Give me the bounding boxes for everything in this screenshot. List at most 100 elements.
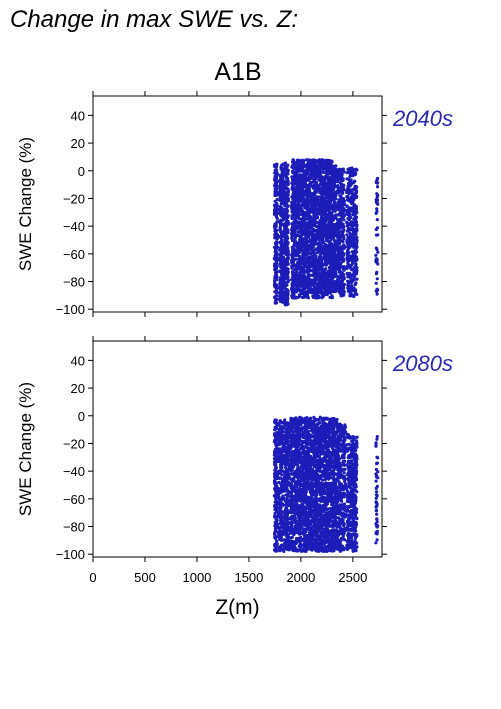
data-point	[319, 264, 323, 268]
data-point	[283, 281, 287, 286]
data-point	[291, 202, 295, 206]
data-point	[283, 499, 287, 503]
data-point	[296, 202, 300, 206]
data-point	[307, 191, 311, 195]
data-point	[345, 265, 349, 269]
data-point	[352, 203, 357, 207]
data-point	[284, 238, 288, 242]
data-point	[353, 282, 357, 287]
data-point	[348, 179, 352, 183]
data-point	[303, 225, 307, 230]
data-point	[352, 179, 357, 183]
data-point	[290, 252, 294, 256]
data-point	[374, 272, 378, 276]
data-point	[283, 456, 287, 460]
data-point	[278, 487, 282, 491]
data-point	[336, 238, 340, 242]
data-point	[292, 292, 296, 296]
data-point	[290, 214, 294, 218]
data-point	[376, 250, 380, 254]
data-point	[330, 160, 334, 164]
data-point	[290, 281, 294, 285]
data-point	[340, 250, 344, 254]
data-point	[306, 294, 310, 298]
data-point	[277, 427, 282, 431]
data-point	[335, 180, 340, 184]
data-point	[274, 171, 278, 175]
y-tick-label: −20	[63, 191, 85, 206]
data-point	[285, 260, 290, 264]
data-point	[283, 161, 287, 165]
data-point	[294, 295, 298, 300]
data-point	[300, 245, 305, 249]
data-point	[331, 175, 336, 179]
data-point	[332, 225, 336, 229]
data-point	[328, 228, 332, 232]
data-point	[299, 169, 303, 173]
data-point	[285, 518, 289, 522]
data-point	[341, 212, 346, 216]
data-point	[319, 182, 323, 186]
data-point	[333, 249, 337, 253]
data-point	[323, 258, 327, 262]
data-point	[375, 292, 379, 296]
data-point	[284, 468, 289, 472]
data-point	[321, 170, 325, 174]
data-point	[272, 208, 277, 212]
data-point	[303, 262, 307, 266]
data-point	[326, 269, 331, 273]
data-point	[286, 430, 290, 435]
data-point	[313, 163, 318, 167]
data-point	[336, 275, 340, 279]
y-tick-label: 40	[71, 108, 85, 123]
data-point	[275, 197, 279, 202]
data-point	[319, 243, 323, 247]
data-point	[283, 261, 287, 265]
data-point	[280, 175, 284, 179]
data-point	[295, 164, 299, 169]
data-point	[284, 220, 288, 224]
data-point	[327, 260, 331, 264]
data-point	[290, 264, 294, 268]
data-point	[335, 189, 339, 193]
data-point	[286, 182, 290, 186]
data-point	[275, 541, 279, 545]
data-point	[342, 282, 346, 287]
data-point	[337, 230, 341, 234]
data-point	[277, 490, 281, 494]
data-point	[328, 286, 332, 290]
data-point	[280, 262, 284, 266]
data-point	[278, 276, 282, 280]
data-point	[283, 230, 287, 235]
data-point	[272, 453, 276, 457]
data-point	[283, 266, 287, 271]
data-point	[351, 294, 355, 298]
data-point	[374, 281, 378, 285]
data-point	[299, 235, 303, 239]
data-point	[340, 185, 344, 189]
data-point	[375, 248, 379, 252]
data-point	[303, 252, 307, 256]
data-point	[274, 427, 278, 431]
data-point	[313, 159, 317, 163]
data-point	[278, 227, 282, 231]
data-point	[354, 191, 358, 195]
data-point	[305, 217, 309, 221]
data-point	[291, 158, 295, 162]
data-point	[334, 289, 338, 293]
data-point	[340, 217, 344, 221]
data-point	[272, 283, 276, 287]
data-point	[293, 283, 297, 287]
data-point	[340, 167, 344, 172]
data-point	[355, 238, 359, 242]
data-point	[296, 233, 300, 237]
data-point	[336, 260, 340, 264]
data-point	[324, 254, 328, 258]
data-point	[332, 195, 336, 199]
data-point	[318, 247, 322, 251]
data-point	[313, 256, 317, 260]
data-point	[376, 194, 380, 198]
data-point	[351, 212, 356, 216]
data-point	[321, 232, 325, 236]
data-point	[322, 204, 326, 208]
